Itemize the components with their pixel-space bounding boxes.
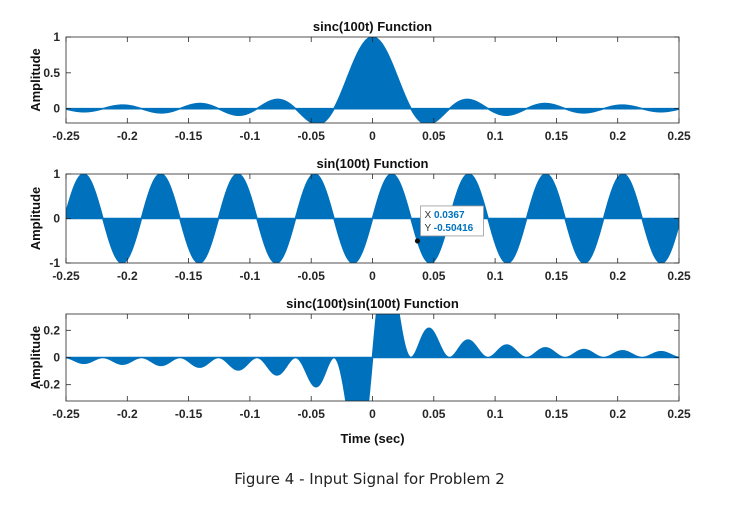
x-tick-label: 0.25 — [667, 407, 691, 421]
x-tick-label: 0.1 — [487, 269, 504, 283]
figure-caption: Figure 4 - Input Signal for Problem 2 — [234, 470, 505, 488]
subplot-2: -0.25 -0.2 -0.15 -0.1 -0.05 0 0.05 0.1 0.15 0.2 0.… — [28, 156, 691, 283]
x-tick-label: 0.2 — [609, 407, 626, 421]
y-axis-label: Amplitude — [28, 326, 43, 390]
x-tick-label: 0.2 — [609, 269, 626, 283]
signal-area — [66, 314, 679, 401]
y-tick-label: 0 — [53, 351, 60, 365]
x-tick-label: -0.25 — [52, 269, 80, 283]
x-tick-label: -0.25 — [52, 407, 80, 421]
signal-area — [66, 174, 679, 263]
x-tick-label: 0.1 — [487, 129, 504, 143]
y-tick-label: 1 — [53, 30, 60, 44]
y-tick-label: 0 — [53, 102, 60, 116]
chart-title: sinc(100t) Function — [313, 19, 432, 34]
x-tick-label: 0.2 — [609, 129, 626, 143]
x-tick-label: 0.15 — [545, 407, 569, 421]
x-tick-label: -0.05 — [298, 407, 326, 421]
x-tick-label: -0.2 — [117, 407, 138, 421]
datatip-y: Y -0.50416 — [424, 223, 473, 234]
x-tick-label: -0.15 — [175, 129, 203, 143]
x-tick-label: -0.1 — [240, 407, 261, 421]
x-tick-label: 0.05 — [422, 407, 446, 421]
y-tick-label: 0.5 — [43, 66, 60, 80]
x-tick-label: 0.25 — [667, 129, 691, 143]
datatip[interactable]: X 0.0367 Y -0.50416 — [414, 205, 484, 244]
x-tick-label: -0.15 — [175, 269, 203, 283]
datatip-marker[interactable] — [414, 238, 421, 244]
x-tick-label: -0.2 — [117, 129, 138, 143]
y-tick-label: -0.2 — [39, 378, 60, 392]
x-tick-label: -0.05 — [298, 129, 326, 143]
x-tick-label: -0.1 — [240, 129, 261, 143]
x-tick-label: -0.2 — [117, 269, 138, 283]
chart-title: sinc(100t)sin(100t) Function — [286, 296, 459, 311]
x-tick-label: 0.15 — [545, 269, 569, 283]
y-axis-label: Amplitude — [28, 187, 43, 251]
x-tick-label: -0.1 — [240, 269, 261, 283]
chart-title: sin(100t) Function — [317, 156, 429, 171]
x-tick-label: 0 — [369, 407, 376, 421]
x-tick-label: -0.15 — [175, 407, 203, 421]
x-axis-label: Time (sec) — [340, 431, 404, 446]
x-tick-label: 0.05 — [422, 269, 446, 283]
x-tick-label: 0 — [369, 129, 376, 143]
y-tick-label: -1 — [49, 256, 60, 270]
x-tick-label: 0.15 — [545, 129, 569, 143]
y-axis-label: Amplitude — [28, 48, 43, 112]
y-tick-label: 0 — [53, 212, 60, 226]
datatip-x: X 0.0367 — [424, 210, 464, 221]
datatip-box — [420, 205, 484, 237]
x-tick-label: -0.05 — [298, 269, 326, 283]
subplot-3: -0.25 -0.2 -0.15 -0.1 -0.05 0 0.05 0.1 0.15 0.2 0.… — [28, 296, 691, 446]
x-tick-label: 0.05 — [422, 129, 446, 143]
x-tick-label: 0 — [369, 269, 376, 283]
y-tick-label: 0.2 — [43, 323, 60, 337]
subplot-1: -0.25 -0.2 -0.15 -0.1 -0.05 0 0.05 0.1 0.15 0.2 0.… — [28, 19, 691, 143]
x-tick-label: -0.25 — [52, 129, 80, 143]
y-tick-label: 1 — [53, 167, 60, 181]
x-tick-label: 0.25 — [667, 269, 691, 283]
x-tick-label: 0.1 — [487, 407, 504, 421]
signal-area — [66, 37, 679, 123]
